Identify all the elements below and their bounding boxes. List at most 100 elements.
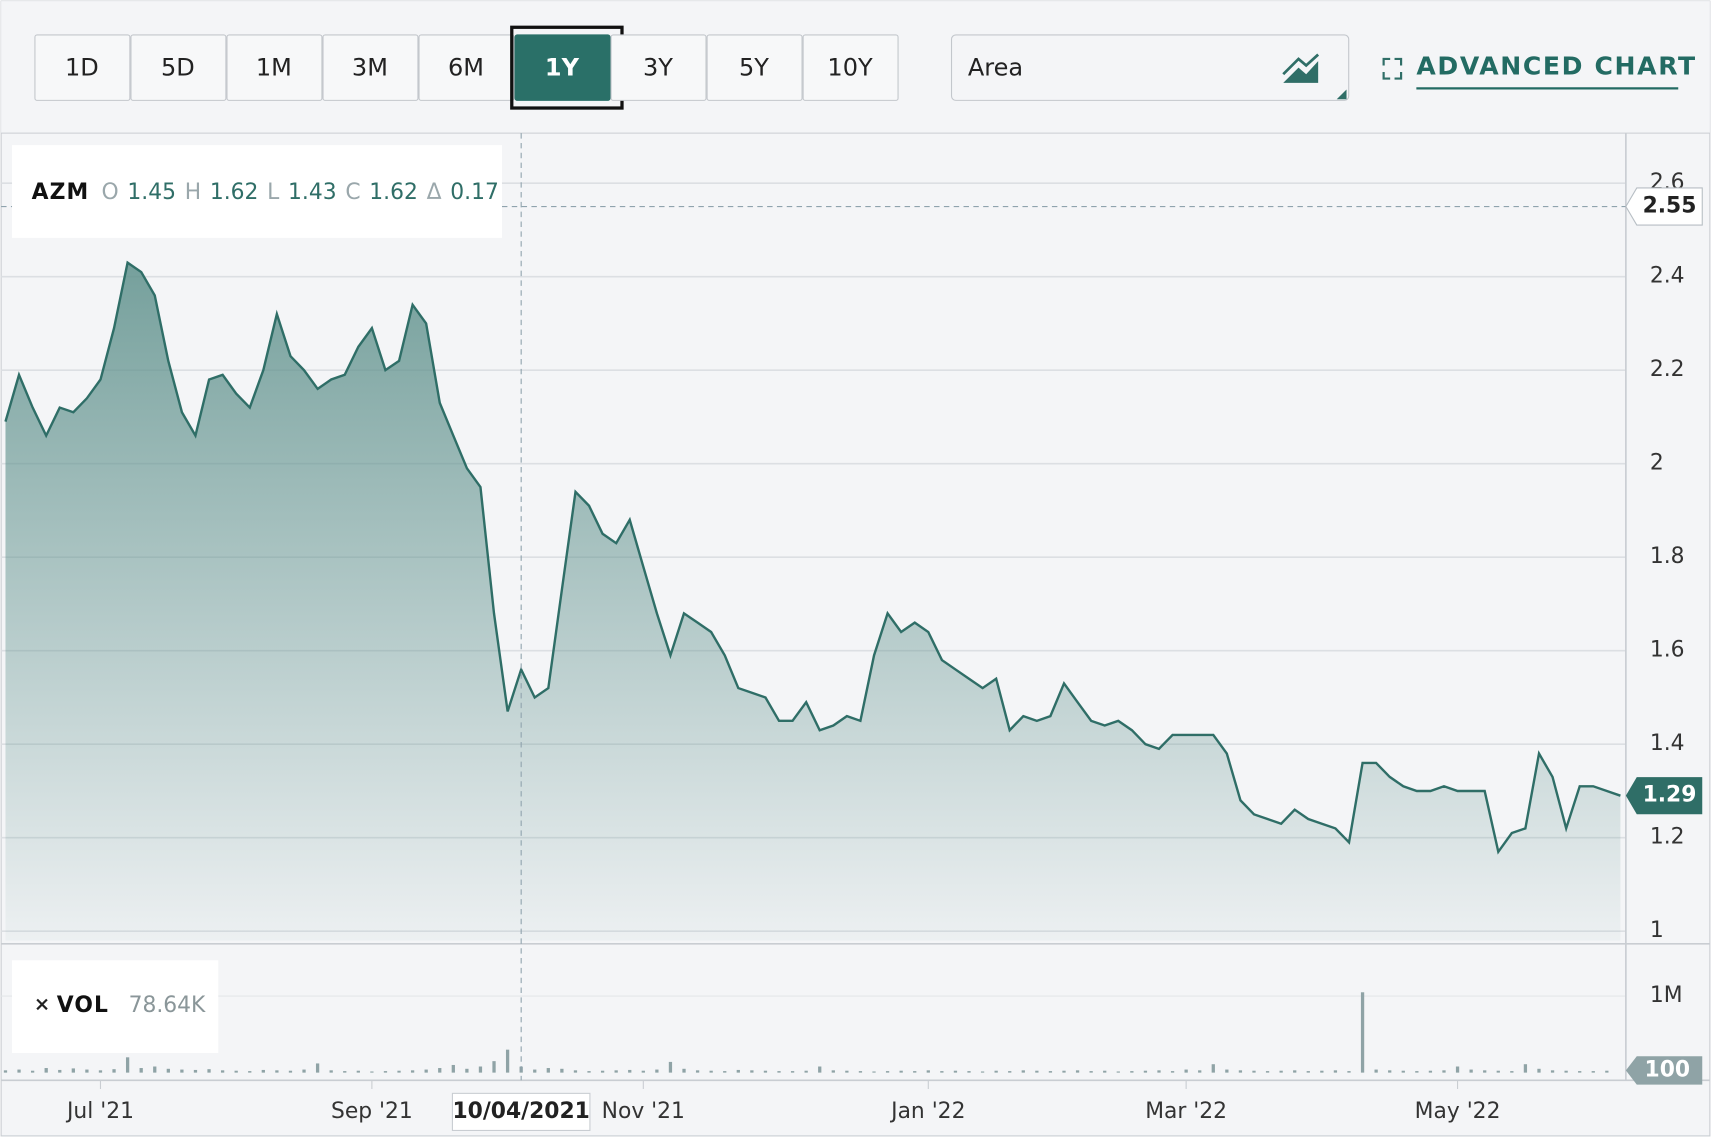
volume-bar <box>804 1070 808 1073</box>
ohlc-field-value: 1.45 <box>127 180 176 205</box>
volume-bar <box>885 1071 890 1073</box>
volume-bar <box>614 1070 618 1073</box>
volume-bar <box>1550 1070 1555 1073</box>
volume-bar <box>1333 1070 1338 1073</box>
ohlc-symbol: AZM <box>32 180 90 205</box>
volume-bar <box>818 1066 822 1073</box>
y-tick-label: 1.6 <box>1650 638 1685 663</box>
y-tick-label: 1.8 <box>1650 544 1685 569</box>
x-tick-label: Nov '21 <box>602 1099 685 1124</box>
y-tick-label: 1 <box>1650 918 1664 943</box>
volume-bar <box>560 1068 564 1073</box>
volume-bar <box>1483 1070 1487 1073</box>
volume-bar <box>953 1070 958 1073</box>
volume-bar <box>1198 1070 1202 1073</box>
volume-bar <box>356 1070 360 1073</box>
volume-bar <box>1103 1070 1107 1073</box>
volume-bar <box>1496 1070 1500 1073</box>
volume-bar <box>980 1071 985 1073</box>
volume-bar <box>112 1069 116 1073</box>
volume-bar <box>451 1064 455 1073</box>
volume-bar <box>343 1071 347 1073</box>
volume-bar <box>1415 1071 1419 1073</box>
volume-bar <box>1347 1071 1351 1073</box>
volume-bar <box>1578 1071 1582 1073</box>
ohlc-field-label: C <box>345 180 360 205</box>
volume-bar <box>1293 1070 1297 1073</box>
volume-bar <box>166 1068 170 1073</box>
range-button[interactable] <box>514 34 611 101</box>
volume-tooltip <box>12 960 219 1053</box>
volume-bar <box>125 1057 130 1073</box>
range-button[interactable] <box>34 34 131 101</box>
range-button-label: 10Y <box>827 54 873 82</box>
volume-bar <box>994 1070 998 1073</box>
volume-bar <box>1388 1070 1392 1073</box>
volume-bar <box>858 1071 863 1073</box>
range-button-label: 3Y <box>643 54 673 82</box>
volume-bar <box>872 1071 876 1073</box>
volume-bar <box>180 1069 184 1073</box>
volume-bar <box>492 1061 496 1073</box>
range-button[interactable] <box>706 34 803 101</box>
volume-bar <box>1116 1071 1120 1073</box>
volume-bar <box>926 1070 930 1073</box>
volume-bar <box>655 1069 659 1073</box>
range-button[interactable] <box>226 34 323 101</box>
volume-bar <box>329 1070 333 1073</box>
range-button-label: 1Y <box>545 54 580 82</box>
volume-bar <box>71 1068 75 1073</box>
volume-bar <box>1238 1070 1243 1073</box>
y-tick-label: 1.4 <box>1650 731 1685 756</box>
volume-bar <box>1143 1070 1148 1073</box>
range-button-label: 5D <box>161 54 195 82</box>
volume-bar <box>1062 1070 1066 1073</box>
x-tick-label: Mar '22 <box>1145 1099 1227 1124</box>
range-button[interactable] <box>130 34 227 101</box>
volume-bar <box>723 1071 727 1073</box>
volume-bar <box>1320 1070 1324 1073</box>
volume-bar <box>1306 1071 1310 1073</box>
volume-bar <box>505 1049 510 1073</box>
volume-bar <box>1048 1071 1053 1073</box>
volume-bar <box>1225 1069 1229 1073</box>
volume-bar <box>1211 1064 1215 1073</box>
volume-bar <box>777 1071 781 1073</box>
volume-bar <box>465 1068 469 1073</box>
range-button[interactable] <box>610 34 707 101</box>
volume-bar <box>1089 1071 1093 1073</box>
volume-bar <box>736 1069 740 1073</box>
range-button[interactable] <box>322 34 419 101</box>
ohlc-field-value: 1.62 <box>369 180 418 205</box>
range-button[interactable] <box>802 34 899 101</box>
volume-bar <box>1035 1070 1039 1073</box>
range-button[interactable] <box>418 34 515 101</box>
volume-bar <box>709 1070 713 1073</box>
volume-bar <box>58 1069 62 1073</box>
style-select[interactable] <box>950 34 1350 101</box>
ohlc-field-label: H <box>185 180 201 205</box>
volume-bar <box>1374 1069 1378 1073</box>
volume-bar <box>1252 1070 1256 1073</box>
crosshair-x-box <box>451 1092 591 1131</box>
area-icon-line <box>1282 53 1320 76</box>
volume-bar <box>967 1071 971 1073</box>
range-button-label: 1D <box>65 54 99 82</box>
volume-bar <box>546 1068 550 1073</box>
last-price-label: 1.29 <box>1643 783 1697 808</box>
crosshair-y-box <box>1625 187 1703 226</box>
advanced-chart-link[interactable]: ADVANCED CHART <box>1416 52 1696 81</box>
volume-bar <box>1401 1070 1405 1073</box>
volume-bar <box>1442 1070 1446 1073</box>
volume-bar <box>1279 1070 1283 1073</box>
volume-bar <box>1428 1070 1433 1073</box>
y-tick-label: 2.2 <box>1650 357 1685 382</box>
volume-bar <box>899 1070 903 1073</box>
volume-bar <box>3 1070 8 1073</box>
volume-bar <box>98 1070 103 1073</box>
volume-bar <box>940 1071 944 1073</box>
style-select-label: Area <box>968 54 1023 82</box>
volume-bar <box>1455 1066 1460 1073</box>
volume-bar <box>1130 1071 1134 1073</box>
volume-bar <box>370 1071 374 1073</box>
